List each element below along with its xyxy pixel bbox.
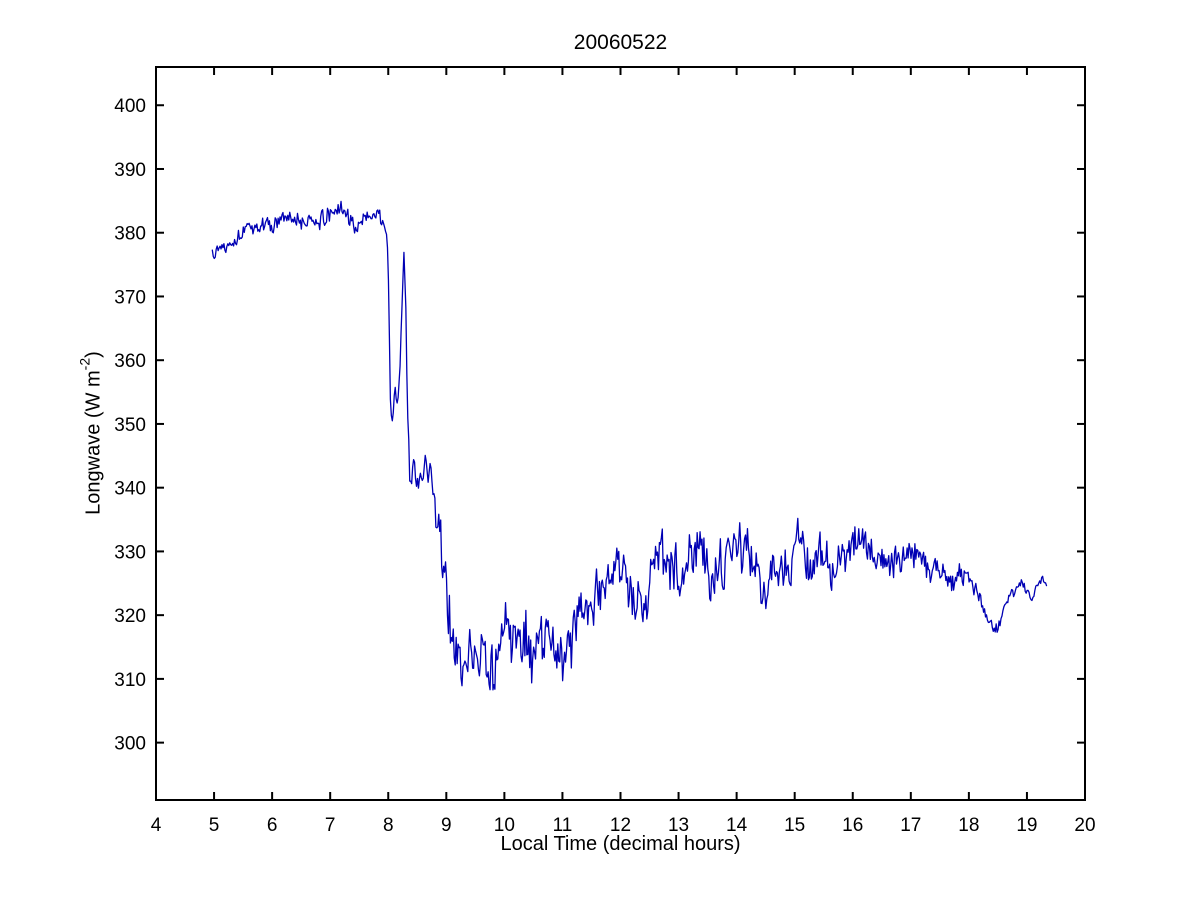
y-tick-label: 350 [114, 415, 146, 436]
x-tick-label: 7 [325, 815, 336, 836]
y-tick-label: 340 [114, 479, 146, 500]
x-tick-label: 6 [267, 815, 278, 836]
x-tick-label: 8 [383, 815, 394, 836]
y-ticks [156, 104, 1085, 744]
x-tick-label: 14 [726, 815, 748, 836]
y-tick-labels: 300 310 320 330 340 350 360 370 380 390 400 [114, 96, 146, 754]
y-tick-label: 310 [114, 670, 146, 691]
x-axis-label: Local Time (decimal hours) [500, 833, 741, 855]
x-tick-label: 5 [209, 815, 220, 836]
y-tick-label: 400 [114, 96, 146, 117]
data-line [211, 200, 1048, 691]
x-tick-label: 18 [958, 815, 979, 836]
x-tick-label: 17 [900, 815, 921, 836]
y-tick-label: 330 [114, 542, 146, 563]
y-tick-label: 300 [114, 734, 146, 755]
x-tick-label: 12 [610, 815, 631, 836]
y-tick-label: 370 [114, 287, 146, 308]
y-tick-label: 390 [114, 160, 146, 181]
chart-title: 20060522 [573, 31, 668, 54]
x-ticks [155, 67, 1086, 800]
axes-box [155, 66, 1086, 801]
y-axis-label: Longwave (W m-2) [76, 351, 106, 515]
x-tick-label: 20 [1074, 815, 1095, 836]
x-tick-label: 19 [1016, 815, 1037, 836]
x-tick-label: 9 [441, 815, 452, 836]
x-tick-label: 16 [842, 815, 863, 836]
x-tick-label: 11 [553, 815, 573, 836]
x-tick-label: 15 [784, 815, 805, 836]
y-tick-label: 360 [114, 351, 146, 372]
y-axis-label-superscript: -2 [76, 357, 93, 371]
x-tick-label: 13 [668, 815, 689, 836]
y-tick-label: 320 [114, 606, 146, 627]
x-tick-label: 10 [494, 815, 515, 836]
y-tick-label: 380 [114, 224, 146, 245]
y-axis-label-text: Longwave (W m [82, 370, 105, 515]
x-tick-labels: 4 5 6 7 8 9 10 11 12 13 14 15 16 17 18 19 20 [151, 815, 1096, 836]
x-tick-label: 4 [151, 815, 162, 836]
